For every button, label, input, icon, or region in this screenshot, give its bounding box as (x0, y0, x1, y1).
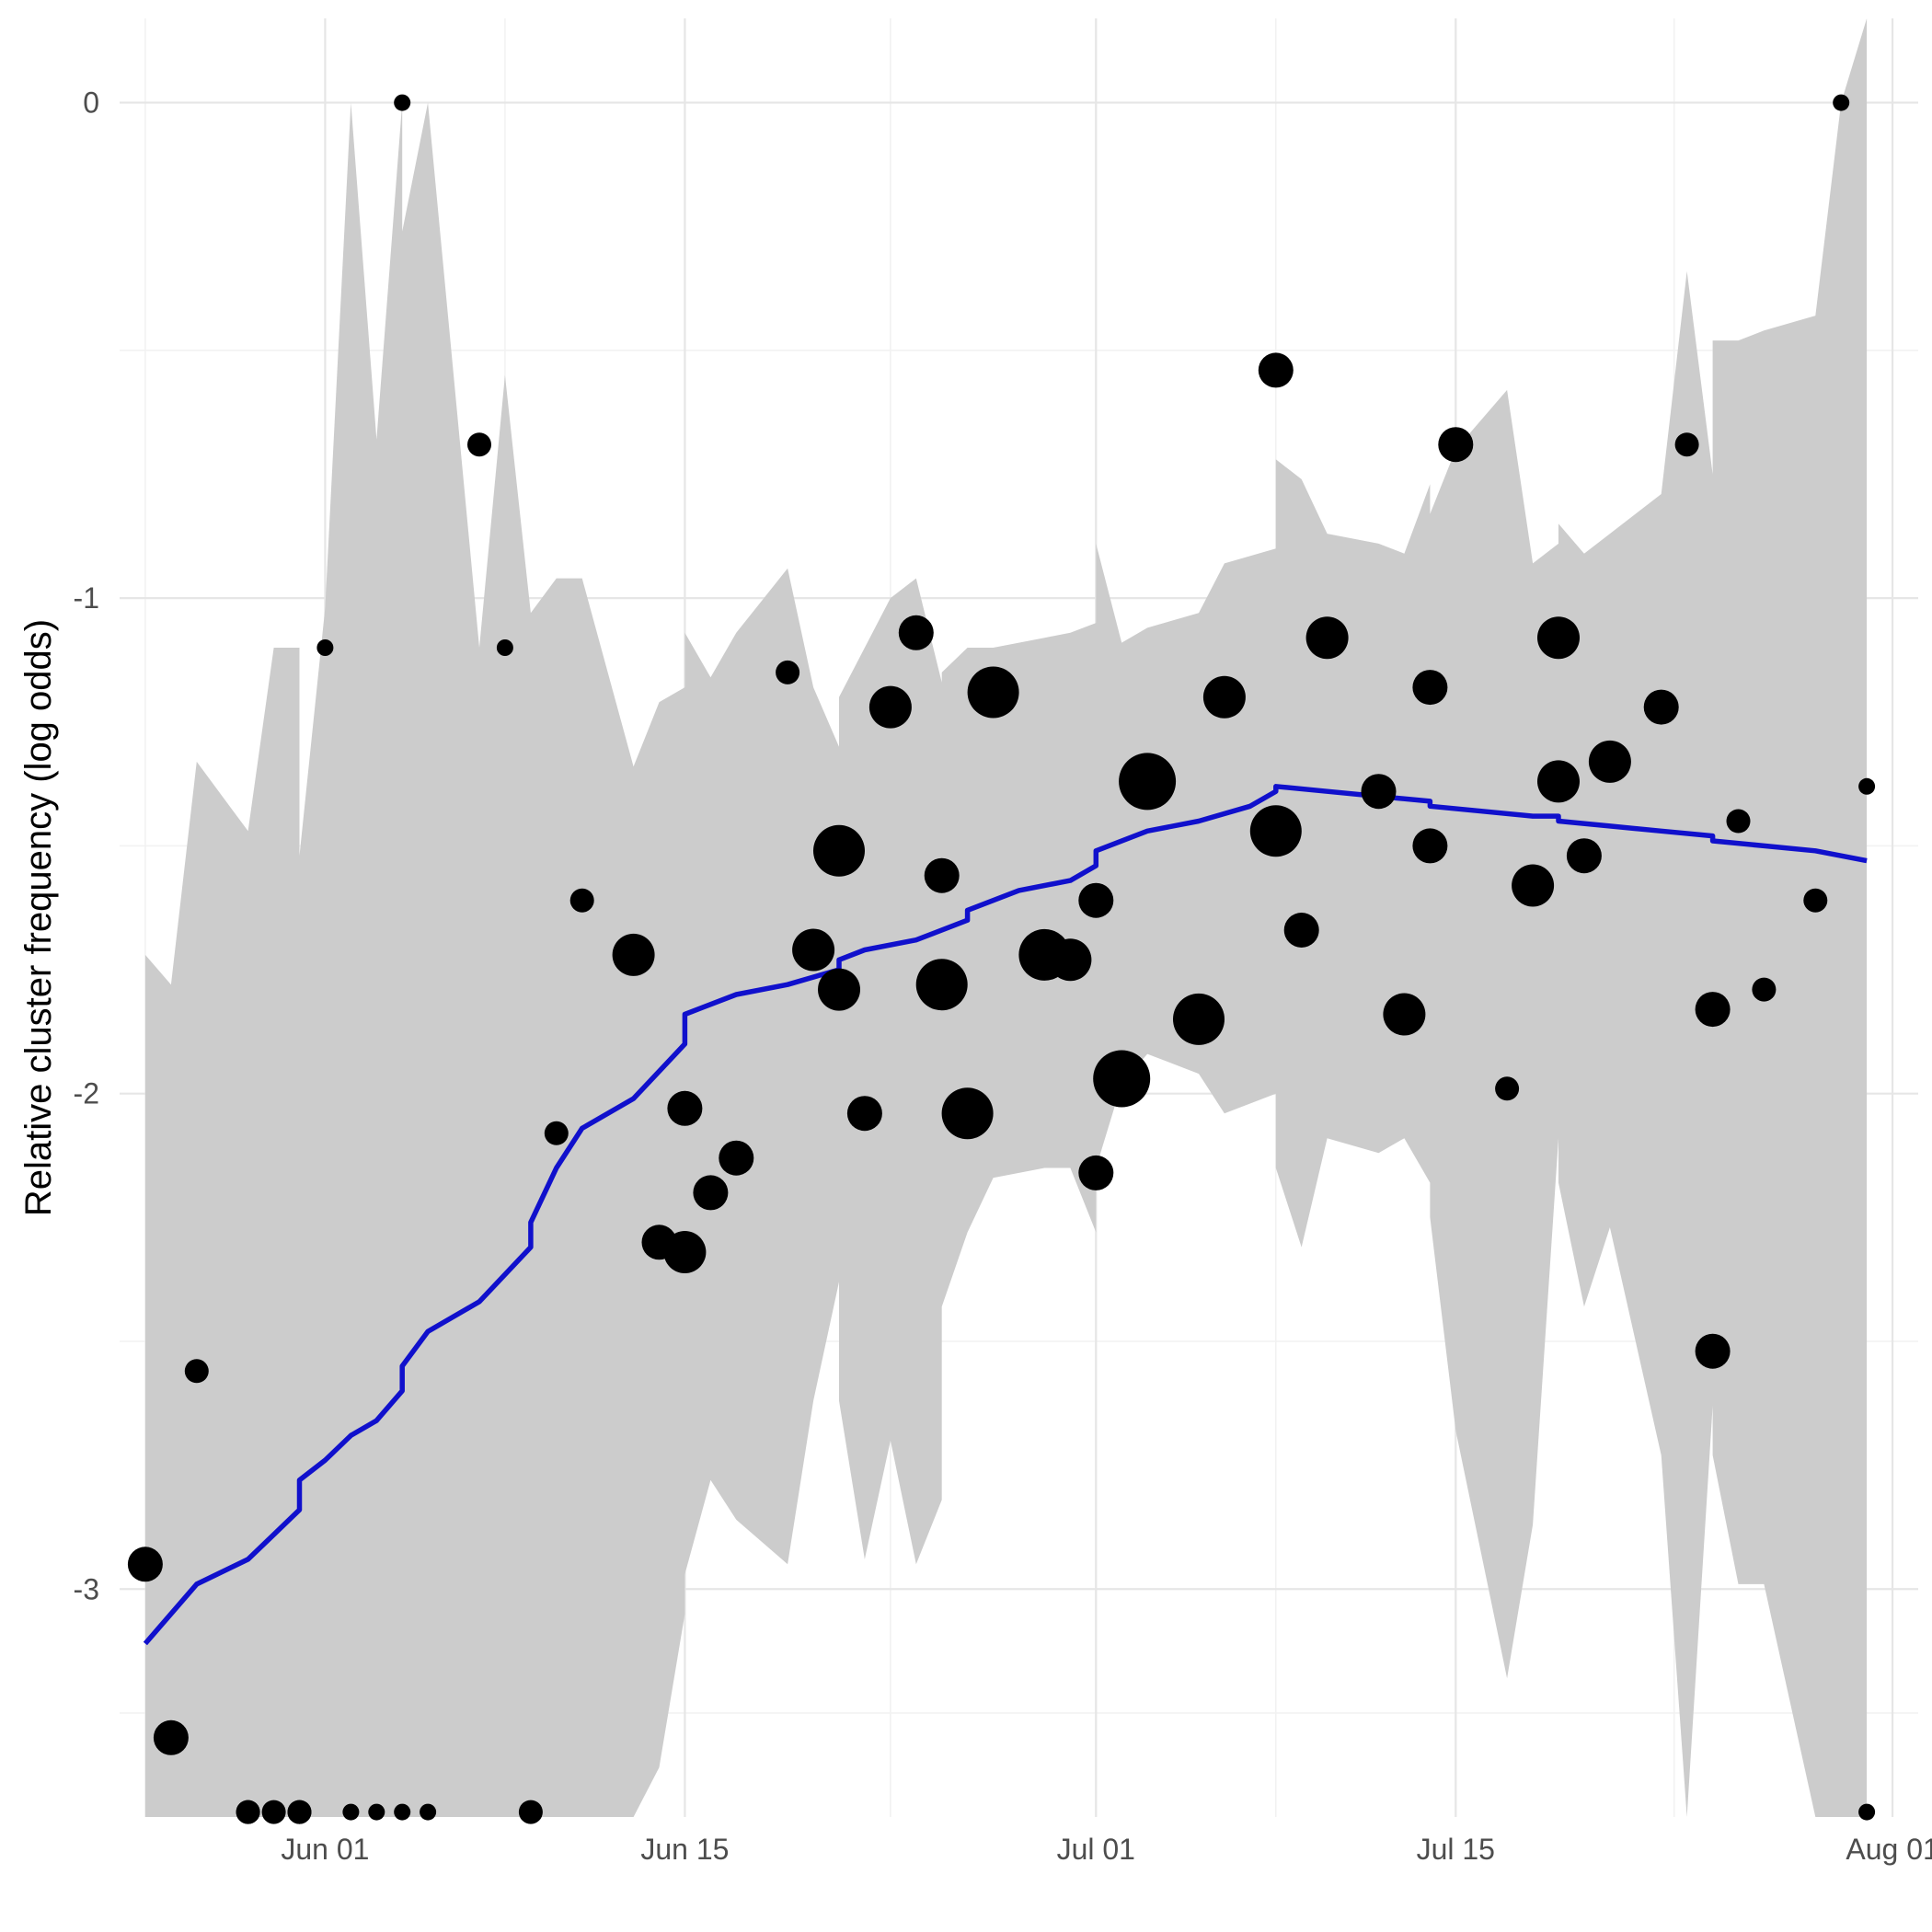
data-point (1078, 1155, 1114, 1190)
data-point (818, 968, 860, 1011)
data-point (663, 1231, 707, 1273)
data-point (394, 94, 411, 111)
data-point (1495, 1076, 1520, 1101)
data-point (898, 615, 934, 650)
data-point (1049, 938, 1092, 982)
data-point (1078, 882, 1114, 918)
data-point (924, 857, 960, 893)
data-point (316, 639, 334, 656)
data-point (342, 1803, 360, 1821)
data-point (1643, 689, 1679, 725)
data-point (813, 824, 865, 877)
data-point (1833, 94, 1850, 111)
data-point (467, 432, 491, 457)
x-tick-label: Aug 01 (1846, 1833, 1932, 1866)
data-point (1202, 675, 1246, 719)
data-point (1588, 740, 1631, 783)
data-point (915, 959, 968, 1011)
data-point (1537, 760, 1580, 803)
y-axis-title: Relative cluster frequency (log odds) (18, 619, 59, 1216)
data-point (667, 1090, 703, 1126)
data-points-layer (127, 94, 1876, 1824)
data-point (1173, 993, 1225, 1045)
data-point (287, 1800, 312, 1824)
data-point (1858, 1803, 1876, 1821)
data-point (1537, 616, 1580, 660)
y-tick-label: -1 (74, 581, 99, 615)
data-point (1674, 432, 1699, 457)
data-point (153, 1719, 189, 1755)
y-tick-label: -2 (74, 1077, 99, 1110)
data-point (496, 639, 513, 656)
data-point (1726, 809, 1751, 834)
data-point (693, 1175, 729, 1211)
data-point (1695, 992, 1731, 1028)
data-point (719, 1140, 754, 1176)
confidence-ribbon-layer (144, 18, 1868, 1817)
data-point (1119, 753, 1177, 811)
data-point (846, 1096, 882, 1132)
data-point (184, 1359, 209, 1384)
data-point (1438, 427, 1474, 463)
y-axis-tick-labels: -3 -2 -1 0 (74, 86, 99, 1606)
data-point (612, 933, 655, 976)
data-point (261, 1800, 286, 1824)
data-point (776, 660, 800, 684)
data-point (1283, 913, 1319, 948)
data-point (941, 1087, 994, 1140)
data-point (518, 1800, 543, 1824)
data-point (1752, 977, 1777, 1002)
y-tick-label: -3 (74, 1572, 99, 1605)
data-point (1695, 1333, 1731, 1369)
trend-line (143, 784, 1868, 1646)
trend-line-layer (143, 784, 1868, 1646)
y-tick-label: 0 (83, 86, 99, 120)
x-tick-label: Jun 15 (640, 1833, 729, 1866)
data-point (1512, 864, 1555, 907)
data-point (792, 928, 835, 972)
data-point (1258, 352, 1294, 388)
data-point (236, 1800, 260, 1824)
confidence-ribbon (144, 18, 1868, 1817)
data-point (1803, 888, 1828, 913)
data-point (1305, 616, 1349, 660)
data-point (394, 1803, 411, 1821)
x-axis-tick-labels: Jun 01 Jun 15 Jul 01 Jul 15 Aug 01 (281, 1833, 1932, 1866)
x-tick-label: Jul 01 (1057, 1833, 1135, 1866)
data-point (544, 1121, 569, 1145)
data-point (1858, 777, 1876, 795)
data-point (127, 1547, 163, 1582)
data-point (420, 1803, 437, 1821)
data-point (368, 1803, 385, 1821)
x-tick-label: Jul 15 (1417, 1833, 1495, 1866)
x-tick-label: Jun 01 (281, 1833, 369, 1866)
data-point (1412, 670, 1448, 706)
data-point (1566, 838, 1602, 874)
data-point (1383, 993, 1426, 1036)
data-point (1093, 1050, 1151, 1108)
data-point (1249, 805, 1302, 857)
data-point (1361, 774, 1397, 810)
data-point (967, 666, 1019, 719)
data-point (868, 685, 912, 729)
data-point (1412, 828, 1448, 864)
data-point (569, 888, 594, 913)
